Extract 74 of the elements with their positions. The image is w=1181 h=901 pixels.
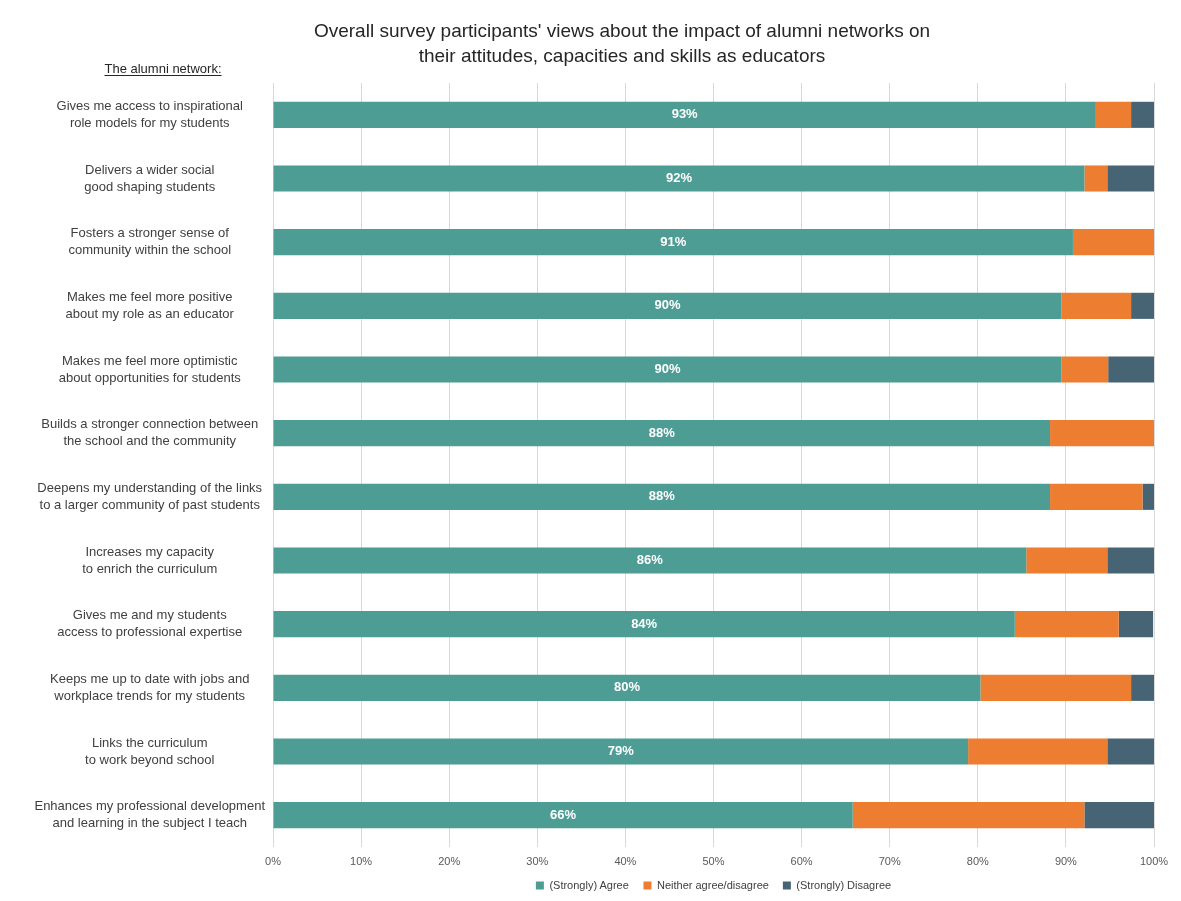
bar (1131, 674, 1154, 701)
y-tick-label: Gives me access to inspirational role models for my students (56, 97, 244, 130)
bar (1050, 420, 1154, 447)
y-tick-label: Builds a stronger connection between the school and the community (41, 416, 259, 449)
chart-title: Overall survey participants' views about the impact of alumni networks on their attitudes, capacities and skills as educators (312, 19, 932, 68)
x-tick-label: 20% (438, 854, 461, 867)
y-tick-label: Fosters a stronger sense of community within the school (68, 225, 232, 258)
legend-label: (Strongly) Disagree (796, 878, 892, 891)
bar (273, 674, 981, 701)
bar (273, 229, 1073, 256)
bar (1026, 547, 1108, 574)
y-tick-label: Enhances my professional development and learning in the subject I teach (34, 798, 266, 831)
data-label: 91% (660, 233, 687, 249)
x-tick-label: 100% (1139, 854, 1169, 867)
bar (1061, 292, 1132, 319)
bar (273, 738, 969, 765)
y-tick-label: Gives me and my students access to professional expertise (57, 607, 243, 640)
bar (1108, 356, 1154, 383)
x-tick-label: 0% (265, 854, 282, 867)
data-label: 92% (665, 170, 693, 186)
y-tick-label: Keeps me up to date with jobs and workplace trends for my students (50, 670, 250, 703)
x-tick-label: 30% (526, 854, 549, 867)
bar (1072, 229, 1154, 256)
y-tick-label: Increases my capacity to enrich the curriculum (82, 543, 218, 576)
bar (273, 547, 1027, 574)
bar (273, 165, 1085, 192)
bar (1118, 611, 1154, 638)
bar (1095, 101, 1132, 128)
data-label: 88% (648, 488, 676, 504)
data-label: 93% (671, 106, 699, 122)
bar (273, 420, 1051, 447)
data-label: 66% (550, 806, 577, 822)
bar (273, 611, 1015, 638)
bar (1084, 165, 1108, 192)
x-tick-label: 80% (966, 854, 990, 867)
bar (1050, 483, 1143, 510)
x-tick-label: 70% (878, 854, 901, 867)
bar (1107, 547, 1154, 574)
bar (1084, 802, 1154, 829)
data-label: 88% (648, 424, 676, 440)
bar (273, 292, 1062, 319)
y-tick-label: Links the curriculum to work beyond school (85, 734, 215, 767)
y-tick-label: Delivers a wider social good shaping students (84, 161, 216, 194)
bar (273, 356, 1062, 383)
x-tick-label: 90% (1054, 854, 1078, 867)
y-tick-label: Makes me feel more positive about my role as an educator (65, 288, 235, 321)
y-tick-label: Deepens my understanding of the links to a larger community of past students (37, 479, 263, 512)
y-tick-label: Makes me feel more optimistic about opportunities for students (58, 352, 242, 385)
data-label: 80% (613, 679, 641, 695)
x-tick-label: 60% (790, 854, 813, 867)
data-label: 90% (654, 361, 681, 377)
x-tick-label: 10% (350, 854, 373, 867)
bar (1061, 356, 1109, 383)
bar (980, 674, 1132, 701)
bar (1107, 738, 1154, 765)
data-label: 79% (607, 743, 635, 759)
data-label: 90% (654, 297, 681, 313)
bar (273, 483, 1051, 510)
data-label: 84% (631, 615, 658, 631)
bar (968, 738, 1108, 765)
bar (273, 101, 1096, 128)
legend-label: Neither agree/disagree (656, 878, 769, 891)
bar (1014, 611, 1119, 638)
legend-label: (Strongly) Agree (549, 878, 629, 891)
data-label: 86% (636, 552, 664, 568)
x-tick-label: 50% (702, 854, 725, 867)
bar (852, 802, 1085, 829)
text: The alumni network: (104, 61, 222, 76)
bar (1142, 483, 1154, 510)
bar (1131, 101, 1154, 128)
bar (273, 802, 853, 829)
bar (1107, 165, 1154, 192)
bar (1131, 292, 1154, 319)
x-tick-label: 40% (614, 854, 637, 867)
